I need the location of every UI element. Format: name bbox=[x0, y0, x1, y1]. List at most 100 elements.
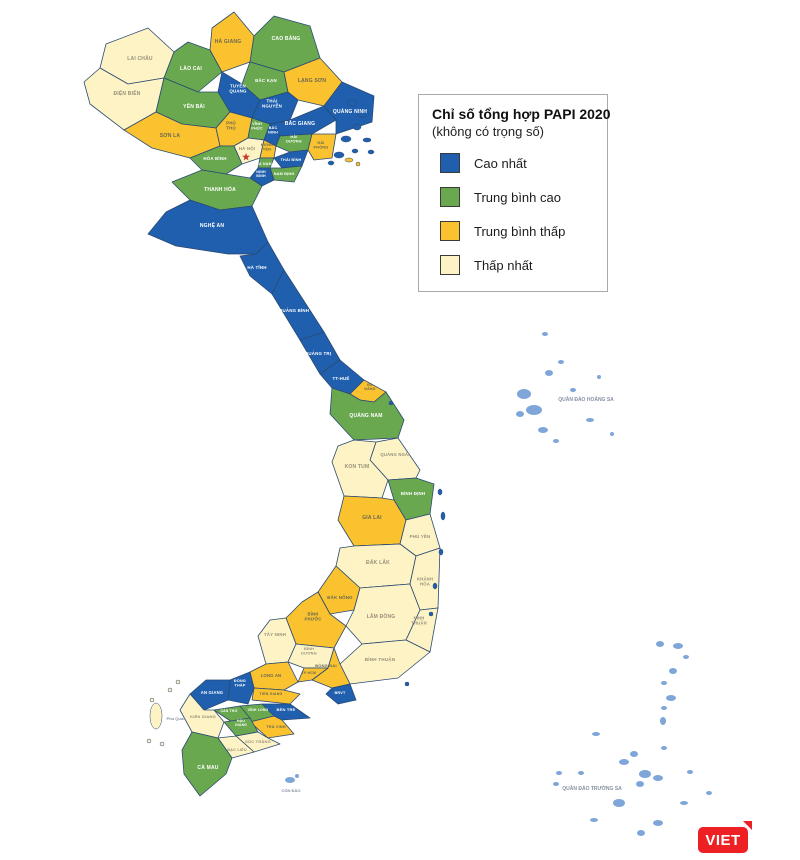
truong-sa-archipelago bbox=[666, 695, 676, 701]
legend-title: Chỉ số tổng hợp PAPI 2020 bbox=[432, 106, 611, 122]
legend-label-trung-binh-thap: Trung bình thấp bbox=[474, 223, 566, 239]
central-coast-islets bbox=[440, 511, 446, 521]
province-kien-giang bbox=[179, 693, 225, 739]
truong-sa-archipelago bbox=[669, 668, 677, 674]
truong-sa-archipelago bbox=[653, 775, 663, 781]
truong-sa-archipelago bbox=[553, 782, 559, 786]
province-label-ninh-thuan: NINH THUẬN bbox=[411, 616, 427, 626]
quang-ninh-islands bbox=[340, 135, 352, 143]
viet-logo-corner-icon bbox=[743, 821, 752, 830]
province-label-ha-nam: HÀ NAM bbox=[256, 161, 272, 166]
province-tra-vinh bbox=[249, 715, 295, 739]
legend-label-cao-nhat: Cao nhất bbox=[474, 155, 527, 171]
province-label-quang-ninh: QUẢNG NINH bbox=[333, 108, 367, 115]
hoang-sa-archipelago bbox=[526, 405, 542, 415]
province-label-dien-bien: ĐIỆN BIÊN bbox=[113, 89, 140, 97]
central-coast-islets bbox=[437, 488, 443, 496]
province-label-kon-tum: KON TUM bbox=[345, 464, 370, 470]
province-label-hai-duong: HẢI DƯƠNG bbox=[286, 134, 302, 143]
province-label-hoa-binh: HÒA BÌNH bbox=[203, 156, 226, 161]
province-label-kien-giang: KIÊN GIANG bbox=[190, 714, 216, 719]
con-dao-island bbox=[285, 777, 295, 783]
truong-sa-archipelago bbox=[578, 771, 584, 775]
province-quang-nam bbox=[329, 387, 405, 441]
quang-ninh-islands bbox=[333, 151, 345, 159]
province-label-ben-tre: BẾN TRE bbox=[277, 707, 296, 712]
truong-sa-archipelago bbox=[619, 759, 629, 765]
province-label-hai-phong: HẢI PHÒNG bbox=[314, 140, 329, 149]
province-label-soc-trang: SÓC TRĂNG bbox=[245, 739, 271, 744]
hoang-sa-archipelago bbox=[597, 375, 601, 379]
quang-ninh-islands bbox=[346, 99, 358, 107]
hoang-sa-archipelago bbox=[553, 439, 559, 443]
province-label-can-tho: CẦN THƠ bbox=[220, 709, 237, 713]
province-ca-mau bbox=[181, 731, 233, 797]
province-label-brvt: BRVT bbox=[334, 691, 346, 695]
legend-swatch-thap-nhat bbox=[440, 255, 460, 275]
truong-sa-archipelago bbox=[683, 655, 689, 659]
sea-label-quan-dao-truong-sa: QUẦN ĐẢO TRƯỜNG SA bbox=[562, 784, 622, 792]
province-label-dak-nong: ĐẮK NÔNG bbox=[327, 595, 353, 600]
province-label-thanh-hoa: THANH HÓA bbox=[204, 185, 236, 193]
truong-sa-archipelago bbox=[680, 801, 688, 805]
province-label-tien-giang: TIỀN GIANG bbox=[260, 691, 283, 696]
province-quang-ninh bbox=[323, 81, 375, 135]
province-label-nam-dinh: NAM ĐỊNH bbox=[274, 172, 295, 176]
hoang-sa-archipelago bbox=[542, 332, 548, 336]
truong-sa-archipelago bbox=[653, 820, 663, 826]
province-label-tp-hcm: TP-HCM bbox=[302, 671, 316, 675]
province-label-tra-vinh: TRÀ VINH bbox=[266, 724, 286, 729]
province-quang-binh bbox=[271, 269, 325, 341]
truong-sa-archipelago bbox=[636, 781, 644, 787]
hoang-sa-archipelago bbox=[610, 432, 614, 436]
province-label-dong-thap: ĐỒNG THÁP bbox=[234, 678, 246, 687]
phu-quoc-island bbox=[146, 738, 152, 744]
province-label-hau-giang: HẬU GIANG bbox=[235, 718, 247, 727]
truong-sa-archipelago bbox=[590, 818, 598, 822]
province-label-tuyen-quang: TUYÊN QUANG bbox=[229, 84, 247, 94]
truong-sa-archipelago bbox=[661, 746, 667, 750]
province-tien-giang bbox=[251, 687, 301, 705]
hai-phong-islet bbox=[344, 157, 354, 163]
province-label-bac-lieu: BẠC LIÊU bbox=[227, 747, 247, 752]
province-label-bac-kan: BẮC KẠN bbox=[255, 78, 277, 83]
province-thai-binh bbox=[273, 149, 309, 169]
hai-phong-islet bbox=[355, 161, 361, 167]
province-label-long-an: LONG AN bbox=[261, 673, 282, 678]
legend-label-trung-binh-cao: Trung bình cao bbox=[474, 189, 561, 205]
province-label-quang-ngai: QUẢNG NGÃI bbox=[380, 452, 409, 457]
quang-ninh-islands bbox=[367, 149, 375, 155]
legend-item-cao-nhat: Cao nhất bbox=[432, 153, 595, 173]
truong-sa-archipelago bbox=[656, 641, 664, 647]
truong-sa-archipelago bbox=[661, 681, 667, 685]
province-label-da-nang: ĐÀ NẴNG bbox=[364, 382, 375, 391]
province-label-binh-dinh: BÌNH ĐỊNH bbox=[401, 491, 425, 496]
province-label-lang-son: LẠNG SƠN bbox=[298, 78, 327, 84]
province-label-bac-giang: BẮC GIANG bbox=[285, 119, 315, 127]
hanoi-capital-star-icon: ★ bbox=[242, 152, 251, 162]
viet-logo: VIET bbox=[698, 821, 752, 853]
sea-label-phu-quoc: Phú Quốc bbox=[167, 716, 187, 721]
phu-quoc-island bbox=[149, 702, 163, 730]
province-tp-hcm bbox=[297, 667, 329, 683]
province-label-cao-bang: CAO BẰNG bbox=[272, 34, 301, 42]
quang-ninh-islands bbox=[327, 160, 335, 166]
province-label-hung-yen: HƯNG YÊN bbox=[261, 143, 273, 151]
province-label-ha-giang: HÀ GIANG bbox=[215, 38, 242, 45]
legend: Chỉ số tổng hợp PAPI 2020 (không có trọn… bbox=[418, 94, 611, 292]
truong-sa-archipelago bbox=[637, 830, 645, 836]
province-gia-lai bbox=[337, 495, 407, 547]
truong-sa-archipelago bbox=[673, 643, 683, 649]
truong-sa-archipelago bbox=[687, 770, 693, 774]
sea-label-quan-dao-hoang-sa: QUẦN ĐẢO HOÀNG SA bbox=[558, 396, 614, 403]
legend-label-thap-nhat: Thấp nhất bbox=[474, 257, 533, 273]
province-label-dak-lak: ĐẮK LẮK bbox=[366, 558, 390, 566]
central-coast-islets bbox=[438, 548, 444, 556]
central-coast-islets bbox=[432, 582, 438, 590]
legend-swatch-trung-binh-thap bbox=[440, 221, 460, 241]
province-label-khanh-hoa: KHÁNH HÒA bbox=[417, 577, 433, 587]
province-label-vinh-phuc: VĨNH PHÚC bbox=[251, 121, 263, 130]
province-nghe-an bbox=[147, 199, 269, 255]
